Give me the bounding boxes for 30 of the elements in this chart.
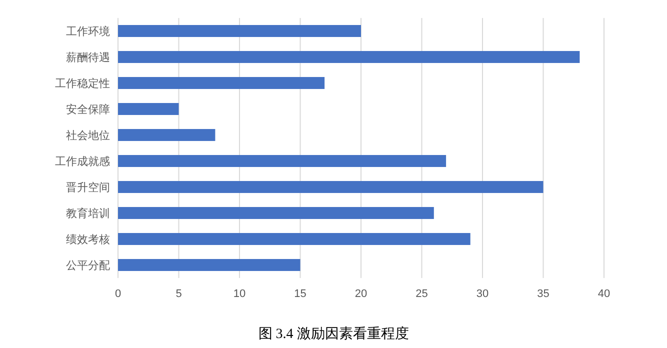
y-tick-label: 教育培训 xyxy=(66,207,110,220)
bar xyxy=(118,259,300,271)
bar xyxy=(118,51,580,63)
bar xyxy=(118,77,325,89)
x-tick-label: 35 xyxy=(537,288,550,300)
bar xyxy=(118,207,434,219)
bar xyxy=(118,155,446,167)
bar xyxy=(118,233,470,245)
y-tick-label: 工作环境 xyxy=(66,25,110,38)
x-tick-label: 20 xyxy=(354,288,368,300)
y-tick-label: 绩效考核 xyxy=(66,233,110,246)
bar xyxy=(118,103,179,115)
x-tick-label: 40 xyxy=(598,288,610,300)
bar xyxy=(118,25,361,37)
text: 图 3.4 激励因素看重程度 xyxy=(258,326,409,342)
bar xyxy=(118,181,544,193)
x-tick-label: 15 xyxy=(294,288,306,300)
x-tick-label: 30 xyxy=(476,288,489,300)
x-tick-label: 25 xyxy=(416,288,428,300)
y-tick-label: 公平分配 xyxy=(66,260,110,272)
y-tick-label: 社会地位 xyxy=(66,129,110,142)
y-tick-label: 工作成就感 xyxy=(55,155,110,168)
bar xyxy=(118,129,216,141)
y-tick-label: 工作稳定性 xyxy=(55,77,110,90)
y-tick-label: 安全保障 xyxy=(66,103,110,116)
y-tick-label: 薪酬待遇 xyxy=(66,51,110,64)
x-tick-label: 5 xyxy=(176,288,182,300)
x-tick-label: 0 xyxy=(114,288,122,300)
y-tick-label: 晋升空间 xyxy=(66,181,110,194)
x-tick-label: 10 xyxy=(233,288,246,300)
